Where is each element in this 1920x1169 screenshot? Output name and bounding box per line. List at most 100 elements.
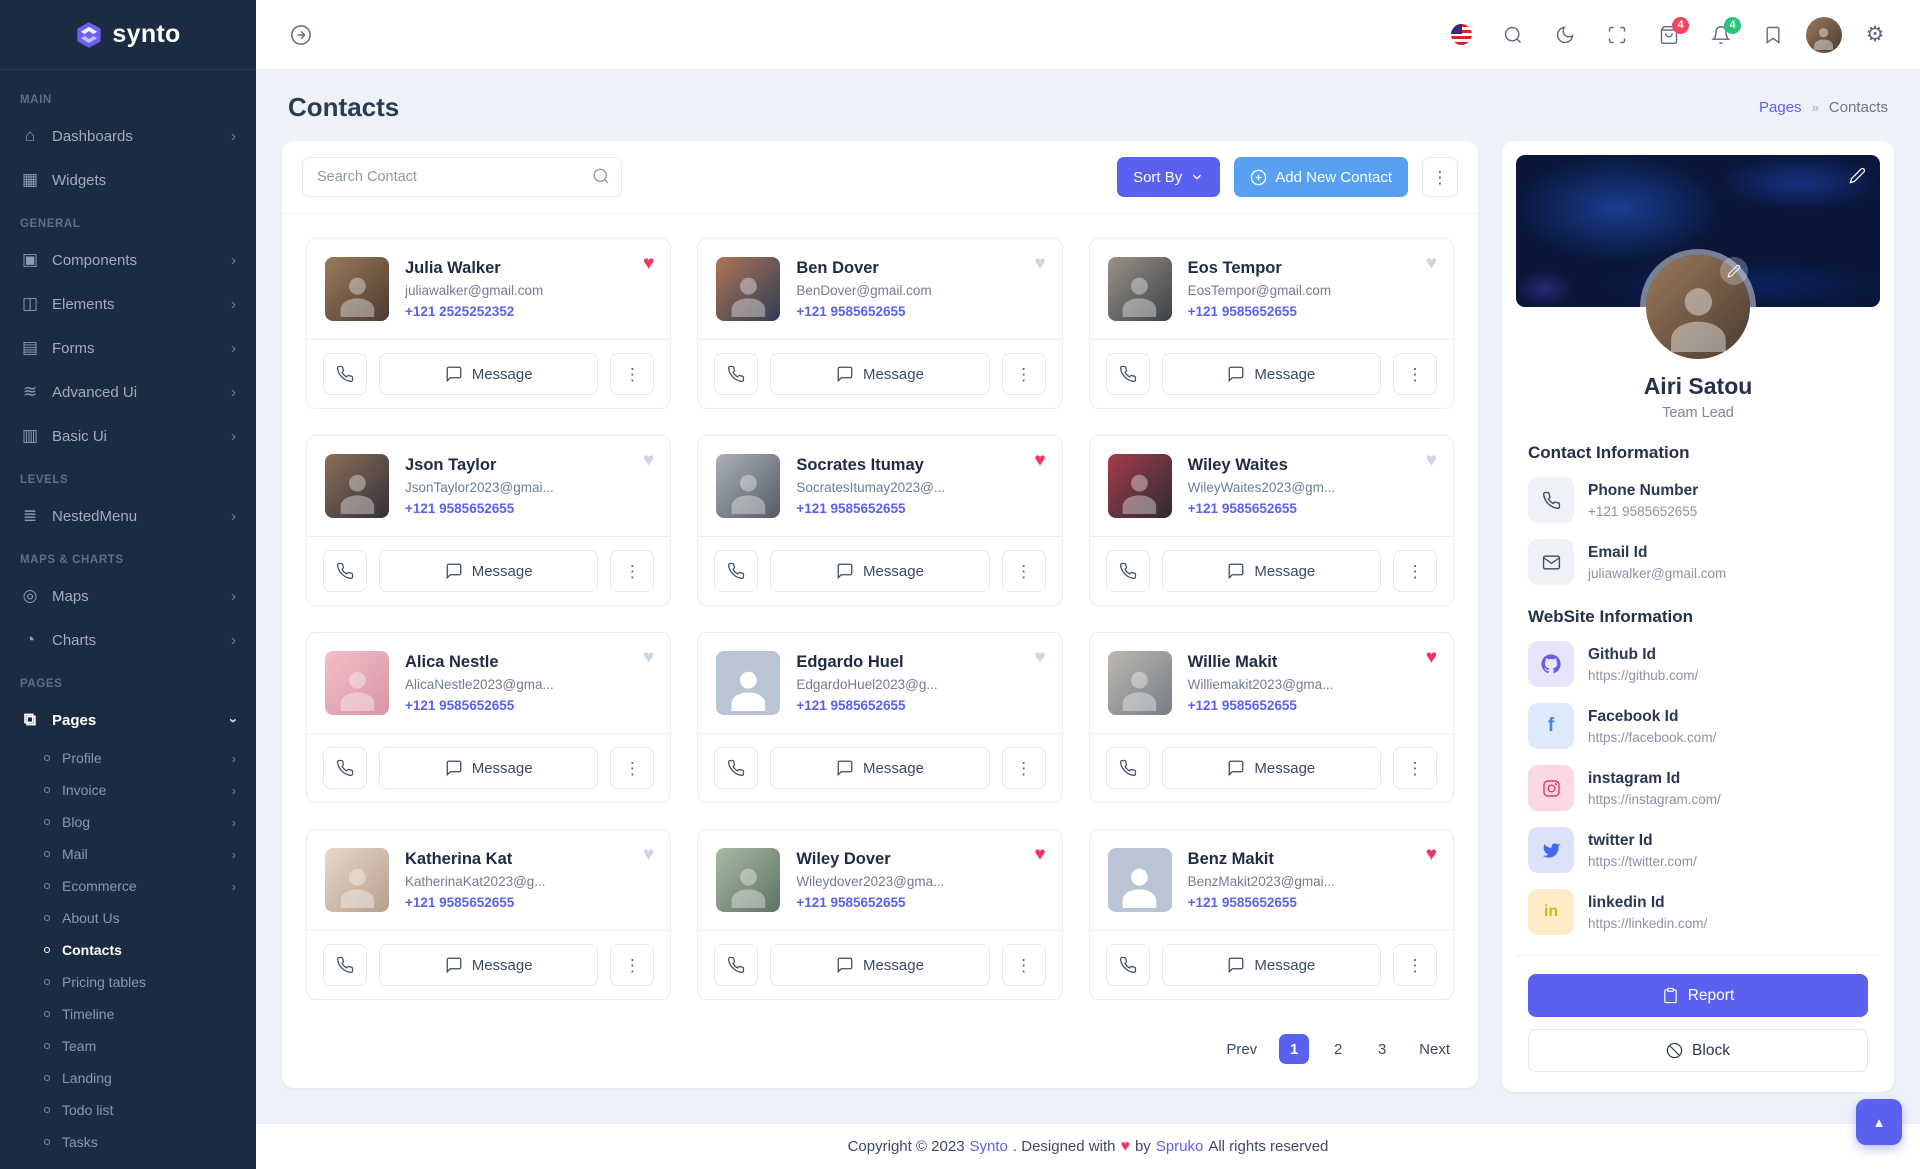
- pagination-next[interactable]: Next: [1419, 1040, 1450, 1058]
- bookmark-icon[interactable]: [1754, 16, 1792, 54]
- pagination-page[interactable]: 1: [1279, 1034, 1310, 1064]
- call-button[interactable]: [323, 550, 367, 592]
- card-menu-button[interactable]: ⋮: [1001, 550, 1046, 592]
- call-button[interactable]: [714, 944, 759, 986]
- dark-mode-icon[interactable]: [1546, 16, 1584, 54]
- message-button[interactable]: Message: [379, 550, 599, 592]
- report-button[interactable]: Report: [1528, 974, 1868, 1017]
- favorite-heart-icon[interactable]: ♥: [643, 647, 655, 668]
- card-menu-button[interactable]: ⋮: [610, 550, 655, 592]
- message-button[interactable]: Message: [770, 353, 990, 395]
- card-menu-button[interactable]: ⋮: [1393, 550, 1437, 592]
- message-button[interactable]: Message: [379, 944, 599, 986]
- message-button[interactable]: Message: [1161, 747, 1381, 789]
- brand-logo[interactable]: synto: [0, 0, 256, 70]
- call-button[interactable]: [323, 353, 367, 395]
- sidebar-item[interactable]: ▦ Widgets ›: [0, 158, 256, 202]
- website-url[interactable]: https://instagram.com/: [1588, 791, 1721, 807]
- favorite-heart-icon[interactable]: ♥: [643, 844, 655, 865]
- footer-brand-link[interactable]: Synto: [969, 1138, 1008, 1155]
- call-button[interactable]: [714, 353, 759, 395]
- profile-avatar[interactable]: [1806, 16, 1842, 53]
- cart-icon[interactable]: 4: [1650, 16, 1689, 54]
- favorite-heart-icon[interactable]: ♥: [1034, 253, 1046, 274]
- call-button[interactable]: [714, 747, 759, 789]
- sidebar-item[interactable]: ▣ Components ›: [0, 238, 256, 282]
- sidebar-subitem[interactable]: Pricing tables ›: [0, 966, 256, 998]
- favorite-heart-icon[interactable]: ♥: [1425, 253, 1437, 274]
- edit-banner-button[interactable]: [1849, 167, 1866, 189]
- website-url[interactable]: https://facebook.com/: [1588, 729, 1717, 745]
- sidebar-item[interactable]: ▥ Basic Ui ›: [0, 414, 256, 458]
- card-menu-button[interactable]: ⋮: [1393, 944, 1437, 986]
- favorite-heart-icon[interactable]: ♥: [1425, 844, 1437, 865]
- message-button[interactable]: Message: [1161, 353, 1381, 395]
- footer-designer-link[interactable]: Spruko: [1155, 1138, 1204, 1155]
- call-button[interactable]: [714, 550, 759, 592]
- sidebar-toggle-icon[interactable]: [282, 16, 320, 54]
- sidebar-subitem[interactable]: Mail ›: [0, 838, 256, 870]
- message-button[interactable]: Message: [1161, 944, 1381, 986]
- fullscreen-icon[interactable]: [1598, 16, 1636, 54]
- card-menu-button[interactable]: ⋮: [1001, 747, 1046, 789]
- sidebar-subitem[interactable]: Todo list ›: [0, 1094, 256, 1126]
- sidebar-item[interactable]: ▤ Forms ›: [0, 326, 256, 370]
- sidebar-item[interactable]: ≣ NestedMenu ›: [0, 494, 256, 538]
- call-button[interactable]: [1105, 944, 1150, 986]
- sidebar-item[interactable]: ⧉ Pages ›: [0, 698, 256, 742]
- call-button[interactable]: [1105, 550, 1150, 592]
- card-menu-button[interactable]: ⋮: [1393, 353, 1437, 395]
- message-button[interactable]: Message: [379, 353, 599, 395]
- sidebar-item[interactable]: ≋ Advanced Ui ›: [0, 370, 256, 414]
- scroll-to-top-button[interactable]: ▲: [1856, 1099, 1902, 1145]
- message-button[interactable]: Message: [379, 747, 599, 789]
- card-menu-button[interactable]: ⋮: [610, 944, 655, 986]
- sidebar-item[interactable]: ◫ Elements ›: [0, 282, 256, 326]
- sidebar-subitem[interactable]: Landing ›: [0, 1062, 256, 1094]
- message-button[interactable]: Message: [770, 550, 990, 592]
- sidebar-subitem[interactable]: Invoice ›: [0, 774, 256, 806]
- favorite-heart-icon[interactable]: ♥: [643, 450, 655, 471]
- pagination-page[interactable]: 2: [1333, 1040, 1343, 1058]
- edit-avatar-button[interactable]: [1720, 257, 1748, 285]
- call-button[interactable]: [1105, 747, 1150, 789]
- message-button[interactable]: Message: [1161, 550, 1381, 592]
- favorite-heart-icon[interactable]: ♥: [1034, 450, 1046, 471]
- breadcrumb-parent[interactable]: Pages: [1759, 99, 1802, 116]
- sidebar-subitem[interactable]: Timeline ›: [0, 998, 256, 1030]
- sort-by-button[interactable]: Sort By: [1117, 157, 1221, 197]
- sidebar-item[interactable]: ◎ Maps ›: [0, 574, 256, 618]
- pagination-prev[interactable]: Prev: [1226, 1040, 1258, 1058]
- favorite-heart-icon[interactable]: ♥: [643, 253, 655, 274]
- notifications-icon[interactable]: 4: [1702, 16, 1741, 54]
- card-menu-button[interactable]: ⋮: [1001, 353, 1046, 395]
- toolbar-menu-button[interactable]: ⋮: [1422, 157, 1458, 197]
- search-input[interactable]: [302, 157, 622, 197]
- block-button[interactable]: Block: [1528, 1029, 1868, 1072]
- sidebar-item[interactable]: ⌂ Dashboards ›: [0, 114, 256, 158]
- sidebar-subitem[interactable]: Contacts ›: [0, 934, 256, 966]
- sidebar-subitem[interactable]: Blog ›: [0, 806, 256, 838]
- sidebar-subitem[interactable]: Ecommerce ›: [0, 870, 256, 902]
- card-menu-button[interactable]: ⋮: [610, 747, 655, 789]
- sidebar-item[interactable]: ◔ Charts ›: [0, 618, 256, 662]
- add-new-contact-button[interactable]: Add New Contact: [1234, 157, 1408, 197]
- sidebar-subitem[interactable]: Reviews ›: [0, 1158, 256, 1169]
- card-menu-button[interactable]: ⋮: [1001, 944, 1046, 986]
- search-icon[interactable]: [1494, 16, 1532, 54]
- website-url[interactable]: https://github.com/: [1588, 667, 1699, 683]
- language-flag-button[interactable]: [1442, 16, 1480, 54]
- favorite-heart-icon[interactable]: ♥: [1034, 844, 1046, 865]
- call-button[interactable]: [1105, 353, 1150, 395]
- sidebar-subitem[interactable]: Team ›: [0, 1030, 256, 1062]
- message-button[interactable]: Message: [770, 747, 990, 789]
- call-button[interactable]: [323, 747, 367, 789]
- website-url[interactable]: https://twitter.com/: [1588, 853, 1697, 869]
- settings-icon[interactable]: ⚙: [1865, 23, 1885, 46]
- card-menu-button[interactable]: ⋮: [1393, 747, 1437, 789]
- sidebar-subitem[interactable]: Profile ›: [0, 742, 256, 774]
- favorite-heart-icon[interactable]: ♥: [1425, 647, 1437, 668]
- message-button[interactable]: Message: [770, 944, 990, 986]
- pagination-page[interactable]: 3: [1377, 1040, 1387, 1058]
- search-icon[interactable]: [592, 167, 610, 190]
